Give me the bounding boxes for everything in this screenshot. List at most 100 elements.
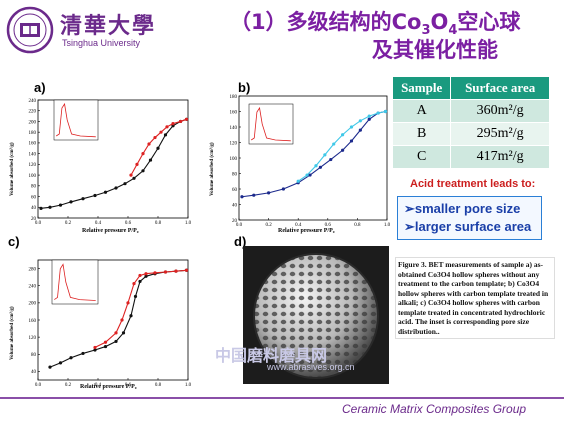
slide-title-line2: 及其催化性能 — [372, 38, 498, 62]
data-point — [329, 157, 333, 162]
acid-treatment-heading: Acid treatment leads to: — [410, 178, 536, 190]
bet-chart-c: 0.0 0.2 0.4 0.6 0.8 1.0 40 80 120 160 200 240 280 — [4, 234, 196, 394]
data-point — [267, 191, 271, 195]
pore-size-inset — [248, 103, 294, 145]
data-point — [358, 119, 362, 123]
data-point — [58, 361, 63, 365]
data-point — [48, 365, 52, 369]
chart-a-svg: 0.0 0.2 0.4 0.6 0.8 1.0 20 40 60 80 100 120 140 160 18… — [29, 99, 192, 226]
data-point — [138, 273, 142, 278]
data-point — [103, 190, 108, 194]
y-tick-label: 20 — [232, 219, 238, 224]
group-name-footer: Ceramic Matrix Composites Group — [342, 402, 527, 416]
data-point — [240, 195, 244, 199]
data-point — [141, 169, 145, 173]
x-tick-label: 0.6 — [125, 383, 132, 388]
data-point — [383, 109, 388, 114]
table-row: B 295m²/g — [393, 122, 550, 146]
data-point — [163, 270, 168, 274]
data-point — [103, 344, 108, 349]
panel-a-ylabel: Volume absorbed (cm³/g) — [10, 142, 15, 196]
y-tick-label: 120 — [230, 141, 238, 146]
data-point — [81, 351, 85, 356]
surface-area-table: Sample Surface area A 360m²/g B 295m²/g … — [393, 77, 550, 169]
data-point — [126, 301, 130, 305]
y-tick-label: 80 — [31, 185, 37, 190]
data-point — [120, 318, 124, 322]
hollow-sphere-sem-image — [243, 246, 389, 384]
pore-size-inset — [51, 259, 99, 305]
bet-chart-b: 0.0 0.2 0.4 0.6 0.8 1.0 20 40 60 80 100 120 140 160 18… — [203, 80, 395, 232]
chart-b-svg: 0.0 0.2 0.4 0.6 0.8 1.0 20 40 60 80 100 120 140 160 18… — [230, 95, 391, 228]
y-tick-label: 180 — [29, 131, 37, 136]
y-tick-label: 120 — [29, 336, 37, 341]
y-tick-label: 100 — [29, 174, 37, 179]
y-tick-label: 140 — [29, 152, 37, 157]
data-point — [349, 125, 354, 129]
data-point — [314, 164, 318, 168]
series-line-1 — [297, 110, 386, 182]
y-tick-label: 40 — [31, 370, 37, 375]
y-tick-label: 100 — [230, 157, 238, 162]
x-tick-label: 0.0 — [236, 223, 243, 228]
x-tick-label: 0.2 — [65, 383, 72, 388]
university-name-en: Tsinghua University — [62, 38, 141, 48]
data-point — [341, 133, 345, 137]
data-point — [39, 206, 43, 210]
data-point — [58, 203, 63, 207]
data-point — [163, 133, 168, 137]
data-point — [69, 200, 73, 204]
data-point — [129, 314, 133, 318]
table-cell-sample: B — [393, 122, 452, 146]
series-line-1 — [94, 269, 187, 348]
data-point — [367, 117, 371, 121]
data-point — [138, 279, 142, 284]
slide-title-line1: （1）多级结构的Co3O4空心球 — [230, 10, 521, 39]
x-tick-label: 0.0 — [35, 383, 42, 388]
x-tick-label: 0.4 — [95, 383, 102, 388]
table-header-sample: Sample — [393, 77, 452, 100]
data-point — [114, 186, 118, 190]
data-point — [159, 130, 163, 134]
university-name-cn: 清華大學 — [60, 13, 157, 39]
data-point — [171, 122, 175, 126]
data-point — [69, 356, 73, 360]
data-point — [144, 272, 148, 276]
y-tick-label: 80 — [232, 172, 238, 177]
y-tick-label: 240 — [29, 285, 37, 290]
data-point — [153, 135, 157, 140]
data-point — [367, 114, 371, 118]
x-tick-label: 1.0 — [185, 221, 192, 226]
panel-b-ylabel: Volume absorbed (cm³/g) — [210, 142, 215, 196]
figure-caption: Figure 3. BET measurements of sample a) … — [395, 257, 555, 339]
x-tick-label: 0.8 — [354, 223, 361, 228]
table-cell-area: 295m²/g — [450, 122, 550, 146]
y-tick-label: 140 — [230, 126, 238, 131]
chart-c-svg: 0.0 0.2 0.4 0.6 0.8 1.0 40 80 120 160 200 240 280 — [29, 259, 192, 388]
data-point — [48, 205, 52, 209]
data-point — [165, 125, 169, 129]
data-point — [133, 294, 138, 299]
data-point — [184, 268, 189, 272]
data-point — [135, 162, 139, 166]
data-point — [121, 331, 126, 335]
data-point — [129, 173, 133, 177]
panel-a-label: a) — [34, 80, 46, 95]
footer-divider — [0, 397, 564, 399]
series-line-1 — [130, 118, 187, 176]
data-point — [308, 173, 312, 177]
plot-frame — [37, 99, 189, 219]
table-header-surface-area: Surface area — [450, 77, 550, 100]
data-point — [103, 340, 108, 344]
data-point — [376, 111, 380, 115]
bet-chart-a: 0.0 0.2 0.4 0.6 0.8 1.0 20 40 60 80 100 120 140 160 18… — [4, 78, 196, 230]
data-point — [148, 158, 153, 162]
inset-curve — [250, 106, 291, 142]
x-tick-label: 0.2 — [265, 223, 272, 228]
y-tick-label: 160 — [29, 319, 37, 324]
data-point — [358, 128, 362, 132]
data-point — [332, 142, 336, 146]
x-tick-label: 0.8 — [155, 221, 162, 226]
data-point — [305, 173, 309, 177]
data-point — [147, 142, 151, 146]
